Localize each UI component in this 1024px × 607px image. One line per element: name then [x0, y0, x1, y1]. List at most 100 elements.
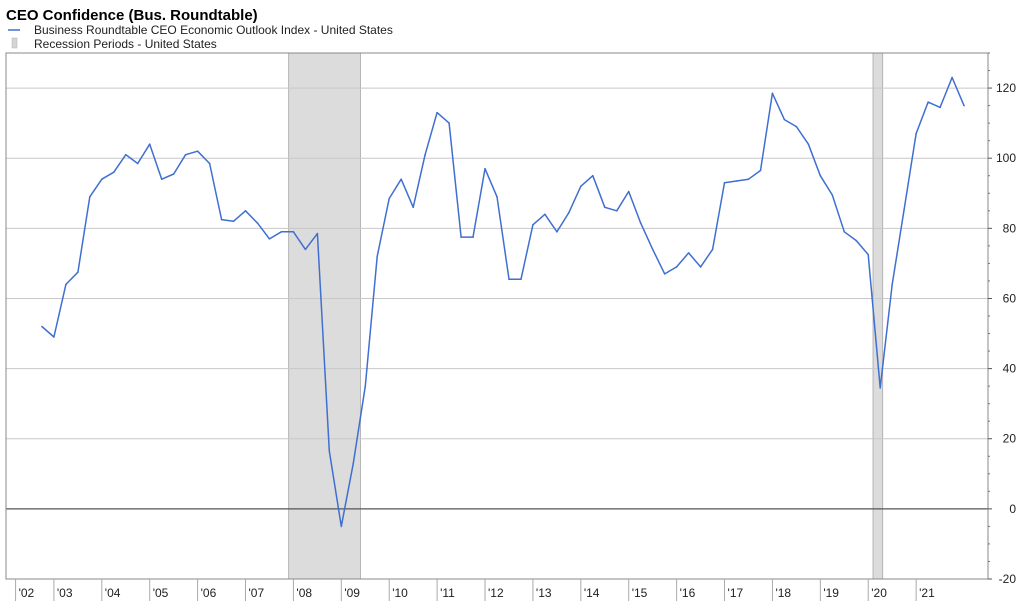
x-tick-label: '05 — [153, 586, 169, 600]
data-point — [891, 283, 893, 286]
data-point — [627, 190, 630, 193]
y-tick-label: 40 — [1003, 362, 1017, 376]
y-tick-label: 20 — [1003, 432, 1017, 446]
data-point — [771, 92, 774, 95]
x-tick-label: '20 — [871, 586, 887, 600]
legend-swatch-bar — [11, 37, 18, 49]
data-point — [687, 252, 690, 254]
x-tick-label: '08 — [296, 586, 312, 600]
data-point — [651, 248, 654, 251]
data-point — [184, 153, 187, 156]
data-point — [603, 206, 606, 209]
x-tick-label: '14 — [584, 586, 600, 600]
data-point — [663, 273, 666, 275]
y-tick-label: 100 — [996, 151, 1016, 165]
data-point — [41, 325, 43, 328]
data-point — [807, 143, 810, 145]
y-tick-label: -20 — [999, 572, 1017, 586]
data-point — [843, 231, 846, 233]
data-point — [639, 222, 642, 224]
x-tick-label: '06 — [201, 586, 217, 600]
data-point — [436, 111, 438, 114]
gridlines — [6, 87, 988, 580]
x-tick-label: '21 — [919, 586, 935, 600]
chart-header: CEO Confidence (Bus. Roundtable) Busines… — [6, 7, 393, 51]
data-point — [208, 162, 211, 165]
data-point — [112, 171, 115, 174]
data-point — [939, 106, 941, 109]
data-point — [101, 178, 103, 181]
x-tick-label: '12 — [488, 586, 504, 600]
data-point — [148, 143, 151, 145]
data-point — [352, 462, 355, 465]
data-point — [927, 101, 929, 103]
data-point — [172, 173, 175, 175]
data-point — [280, 231, 283, 233]
data-point — [328, 450, 331, 452]
x-tick-label: '07 — [249, 586, 265, 600]
y-tick-label: 120 — [996, 81, 1016, 95]
data-point — [723, 181, 726, 184]
data-point — [268, 238, 271, 240]
data-point — [675, 266, 678, 268]
data-point — [532, 224, 534, 226]
data-point — [580, 185, 582, 188]
chart-title: CEO Confidence (Bus. Roundtable) — [6, 7, 258, 24]
data-point — [256, 222, 259, 224]
data-point — [244, 210, 247, 212]
x-tick-label: '09 — [344, 586, 360, 600]
data-point — [424, 153, 426, 156]
series-layer — [41, 76, 965, 528]
data-point — [867, 253, 870, 256]
data-point — [220, 218, 223, 221]
x-tick-label: '03 — [57, 586, 73, 600]
data-point — [879, 387, 882, 389]
x-tick-label: '17 — [728, 586, 744, 600]
data-point — [951, 76, 953, 79]
data-point — [556, 231, 558, 233]
y-tick-label: 60 — [1003, 291, 1017, 305]
data-point — [304, 248, 307, 251]
data-point — [963, 104, 965, 107]
data-point — [759, 169, 762, 172]
series-line-1 — [41, 76, 965, 528]
data-point — [124, 153, 127, 156]
data-point — [795, 125, 798, 128]
x-tick-label: '18 — [775, 586, 791, 600]
x-tick-label: '19 — [823, 586, 839, 600]
x-tick-label: '13 — [536, 586, 552, 600]
x-axis: '02 '03 '04 '05 '06 '07 '08 '09 '10 '11 '12 '13 '14 '… — [15, 579, 935, 601]
data-point — [711, 248, 714, 251]
data-point — [615, 210, 618, 212]
data-point — [460, 236, 462, 238]
data-point — [520, 278, 522, 280]
x-tick-label: '04 — [105, 586, 121, 600]
data-point — [568, 211, 570, 214]
data-point — [412, 206, 414, 209]
data-point — [544, 213, 546, 216]
data-point — [915, 132, 917, 135]
data-point — [448, 122, 450, 124]
data-point — [160, 178, 163, 181]
data-point — [855, 239, 858, 242]
data-point — [508, 278, 510, 280]
x-tick-label: '15 — [632, 586, 648, 600]
data-point — [316, 232, 319, 235]
x-tick-label: '10 — [392, 586, 408, 600]
data-point — [472, 236, 474, 238]
data-point — [735, 180, 738, 182]
y-tick-label: 0 — [1009, 502, 1016, 516]
data-point — [484, 167, 486, 170]
data-point — [699, 266, 702, 268]
y-tick-label: 80 — [1003, 221, 1017, 235]
y-axis: 120 100 80 60 40 20 0 -20 — [988, 52, 1017, 586]
data-point — [903, 208, 905, 210]
recession-band-1 — [288, 52, 361, 580]
data-point — [388, 197, 391, 200]
data-point — [53, 336, 55, 338]
data-point — [376, 255, 379, 258]
data-point — [747, 178, 750, 181]
x-tick-label: '16 — [680, 586, 696, 600]
